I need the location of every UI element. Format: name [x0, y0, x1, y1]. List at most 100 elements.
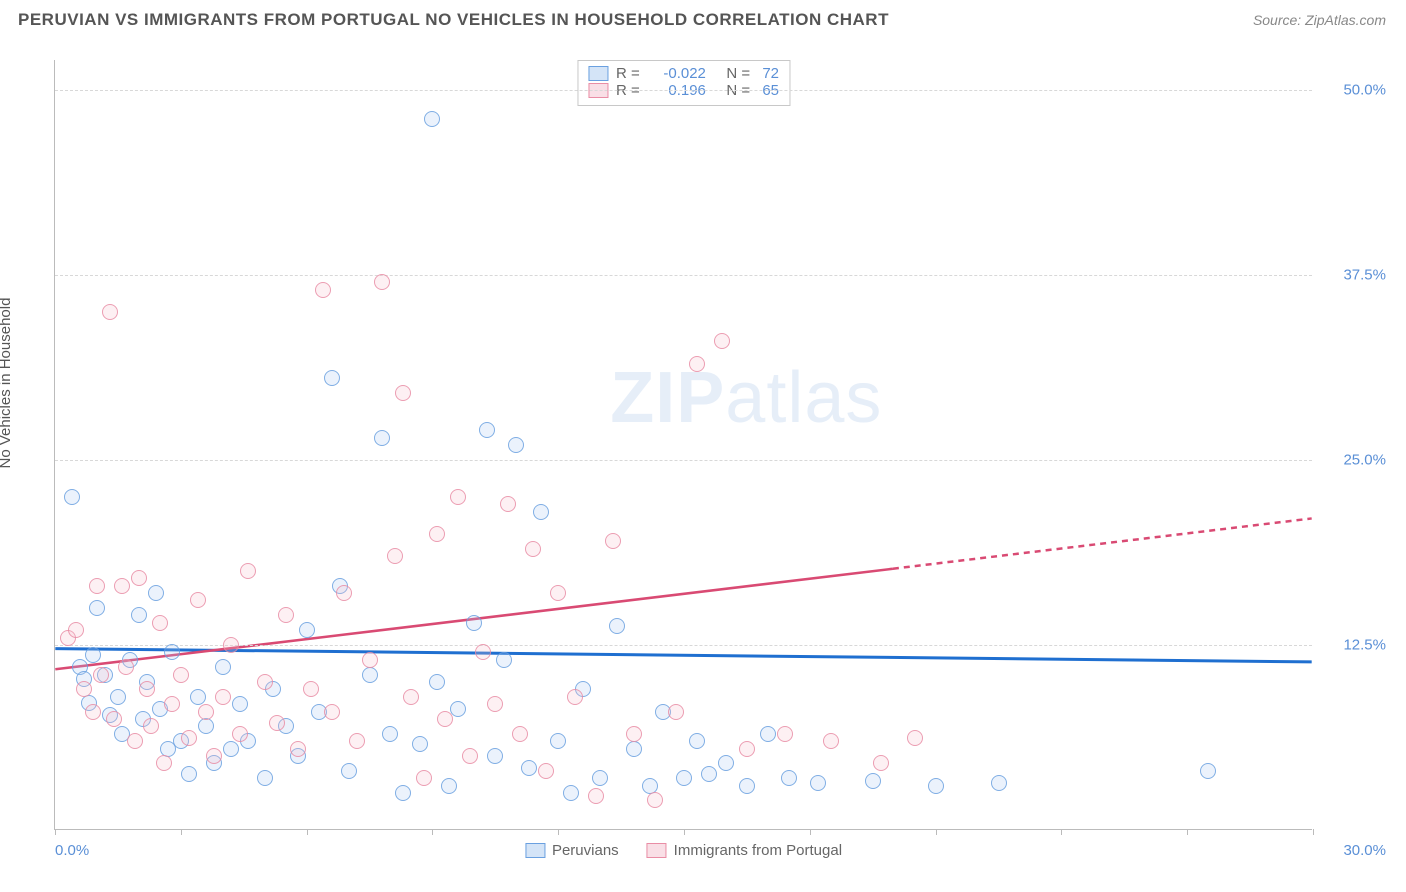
- data-point: [714, 333, 730, 349]
- n-label: N =: [714, 65, 754, 82]
- data-point: [525, 541, 541, 557]
- data-point: [487, 748, 503, 764]
- data-point: [114, 578, 130, 594]
- data-point: [232, 726, 248, 742]
- y-axis-label: No Vehicles in Household: [0, 298, 14, 469]
- trend-line: [893, 518, 1312, 568]
- data-point: [907, 730, 923, 746]
- data-point: [164, 644, 180, 660]
- data-point: [299, 622, 315, 638]
- data-point: [382, 726, 398, 742]
- x-tick: [432, 829, 433, 835]
- source-prefix: Source:: [1253, 12, 1305, 28]
- chart-container: No Vehicles in Household ZIPatlas R = -0…: [18, 40, 1388, 880]
- data-point: [102, 304, 118, 320]
- x-tick: [1313, 829, 1314, 835]
- data-point: [395, 785, 411, 801]
- x-tick: [936, 829, 937, 835]
- data-point: [341, 763, 357, 779]
- data-point: [701, 766, 717, 782]
- data-point: [349, 733, 365, 749]
- legend-swatch: [647, 843, 667, 858]
- chart-title: PERUVIAN VS IMMIGRANTS FROM PORTUGAL NO …: [18, 10, 889, 30]
- data-point: [131, 607, 147, 623]
- data-point: [257, 770, 273, 786]
- data-point: [626, 741, 642, 757]
- data-point: [85, 704, 101, 720]
- data-point: [269, 715, 285, 731]
- data-point: [374, 430, 390, 446]
- data-point: [466, 615, 482, 631]
- data-point: [450, 489, 466, 505]
- data-point: [127, 733, 143, 749]
- data-point: [437, 711, 453, 727]
- series-name: Peruvians: [552, 842, 619, 859]
- data-point: [223, 637, 239, 653]
- data-point: [362, 652, 378, 668]
- r-value: -0.022: [652, 65, 706, 82]
- data-point: [198, 704, 214, 720]
- data-point: [592, 770, 608, 786]
- data-point: [215, 659, 231, 675]
- x-tick: [1187, 829, 1188, 835]
- r-label: R =: [616, 65, 644, 82]
- data-point: [475, 644, 491, 660]
- data-point: [508, 437, 524, 453]
- data-point: [118, 659, 134, 675]
- y-tick-label: 25.0%: [1343, 451, 1386, 468]
- data-point: [605, 533, 621, 549]
- data-point: [689, 733, 705, 749]
- data-point: [718, 755, 734, 771]
- data-point: [181, 730, 197, 746]
- source-name: ZipAtlas.com: [1305, 12, 1386, 28]
- gridline: [55, 645, 1312, 646]
- data-point: [781, 770, 797, 786]
- plot-area: ZIPatlas R = -0.022 N = 72R = 0.196 N = …: [54, 60, 1312, 830]
- data-point: [403, 689, 419, 705]
- data-point: [563, 785, 579, 801]
- data-point: [68, 622, 84, 638]
- watermark-bold: ZIP: [610, 358, 725, 438]
- data-point: [642, 778, 658, 794]
- data-point: [1200, 763, 1216, 779]
- series-legend-item: Peruvians: [525, 842, 619, 859]
- data-point: [198, 718, 214, 734]
- data-point: [441, 778, 457, 794]
- x-tick: [558, 829, 559, 835]
- data-point: [512, 726, 528, 742]
- data-point: [240, 563, 256, 579]
- data-point: [173, 667, 189, 683]
- n-value: 72: [762, 65, 779, 82]
- correlation-legend-row: R = -0.022 N = 72: [588, 65, 779, 82]
- y-tick-label: 37.5%: [1343, 266, 1386, 283]
- data-point: [206, 748, 222, 764]
- data-point: [156, 755, 172, 771]
- legend-swatch: [588, 66, 608, 81]
- series-legend-item: Immigrants from Portugal: [647, 842, 842, 859]
- data-point: [324, 704, 340, 720]
- data-point: [215, 689, 231, 705]
- data-point: [429, 674, 445, 690]
- data-point: [760, 726, 776, 742]
- data-point: [521, 760, 537, 776]
- x-tick: [684, 829, 685, 835]
- data-point: [739, 778, 755, 794]
- data-point: [479, 422, 495, 438]
- data-point: [164, 696, 180, 712]
- trend-lines: [55, 60, 1312, 829]
- data-point: [131, 570, 147, 586]
- data-point: [181, 766, 197, 782]
- data-point: [278, 607, 294, 623]
- watermark-light: atlas: [725, 358, 882, 438]
- data-point: [567, 689, 583, 705]
- data-point: [416, 770, 432, 786]
- data-point: [190, 689, 206, 705]
- data-point: [395, 385, 411, 401]
- data-point: [324, 370, 340, 386]
- data-point: [412, 736, 428, 752]
- data-point: [810, 775, 826, 791]
- data-point: [148, 585, 164, 601]
- data-point: [647, 792, 663, 808]
- data-point: [538, 763, 554, 779]
- x-tick: [810, 829, 811, 835]
